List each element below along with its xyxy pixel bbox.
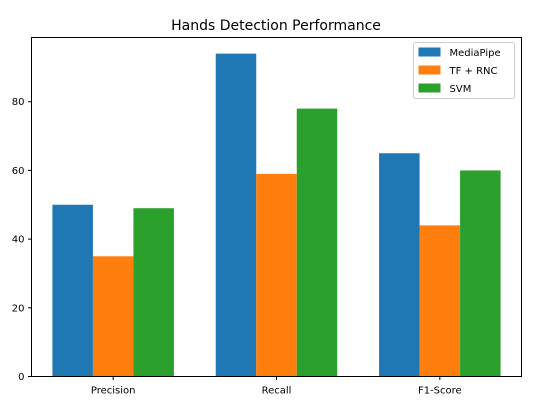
y-tick-label: 20 (12, 303, 25, 314)
x-axis: Precision Recall F1-Score (91, 376, 462, 397)
legend-swatch (418, 83, 441, 93)
legend-label: TF + RNC (449, 66, 498, 77)
y-tick-label: 80 (12, 97, 25, 108)
bar-tf-rnc-recall (256, 173, 297, 377)
x-tick-label: Recall (262, 386, 292, 397)
x-tick-label: Precision (91, 386, 136, 397)
bar-tf-rnc-precision (92, 256, 134, 377)
y-tick-label: 0 (18, 372, 24, 383)
x-tick-label: F1-Score (418, 386, 462, 397)
chart-title: Hands Detection Performance (171, 18, 381, 34)
bar-tf-rnc-f1-score (419, 225, 461, 377)
bars-group (52, 53, 501, 377)
legend-label: SVM (450, 84, 472, 95)
bar-mediapipe-precision (52, 204, 93, 377)
bar-svm-precision (133, 208, 174, 377)
y-tick-label: 40 (12, 235, 25, 246)
legend: MediaPipe TF + RNC SVM (413, 42, 515, 99)
y-axis: 0 20 40 60 80 (12, 97, 32, 383)
bar-mediapipe-recall (215, 53, 257, 377)
y-tick-label: 60 (12, 166, 25, 177)
legend-label: MediaPipe (450, 48, 501, 59)
legend-swatch (418, 47, 441, 57)
bar-svm-f1-score (460, 170, 501, 377)
bar-mediapipe-f1-score (379, 153, 420, 377)
legend-swatch (418, 65, 441, 75)
bar-svm-recall (296, 108, 338, 377)
